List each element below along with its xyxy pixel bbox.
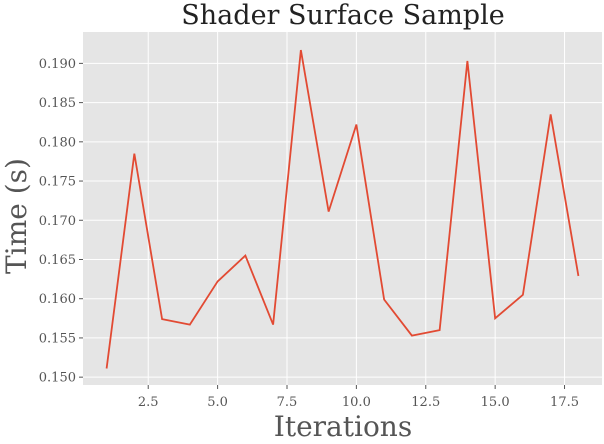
x-tick-label: 10.0: [342, 395, 371, 410]
y-tick-label: 0.165: [39, 253, 76, 268]
y-tick-label: 0.170: [39, 214, 76, 229]
x-tick-label: 2.5: [138, 395, 159, 410]
x-tick-label: 7.5: [277, 395, 298, 410]
x-tick-label: 17.5: [550, 395, 579, 410]
x-axis-ticks: 2.5 5.0 7.5 10.0 12.5 15.0 17.5: [138, 385, 579, 410]
y-gridlines: [83, 62, 602, 378]
chart-title: Shader Surface Sample: [181, 0, 504, 31]
x-axis-label: Iterations: [274, 410, 412, 443]
y-axis-ticks: 0.150 0.155 0.160 0.165 0.170 0.175 0.180 0.185…: [39, 57, 83, 386]
x-gridlines: [147, 32, 566, 385]
y-tick-label: 0.160: [39, 292, 76, 307]
series-line: [105, 49, 580, 369]
y-axis-label: Time (s): [0, 158, 33, 274]
x-tick-label: 12.5: [411, 395, 440, 410]
y-tick-label: 0.175: [39, 175, 76, 190]
plot-area: [83, 32, 602, 385]
x-tick-label: 5.0: [207, 395, 228, 410]
y-tick-label: 0.180: [39, 135, 76, 150]
y-tick-label: 0.150: [39, 371, 76, 386]
y-tick-label: 0.190: [39, 57, 76, 72]
y-tick-label: 0.185: [39, 96, 76, 111]
x-tick-label: 15.0: [481, 395, 510, 410]
y-tick-label: 0.155: [39, 331, 76, 346]
